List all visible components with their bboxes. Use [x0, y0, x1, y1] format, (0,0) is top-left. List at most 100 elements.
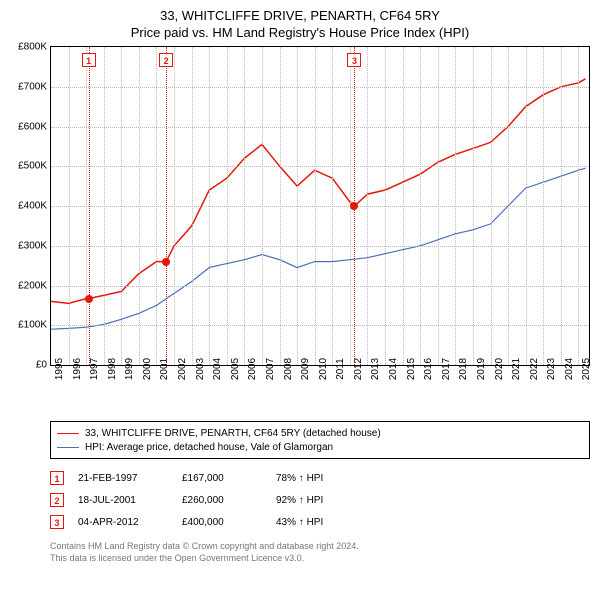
gridline-v [69, 47, 70, 365]
series-line-property [51, 79, 586, 304]
marker-badge: 3 [347, 53, 361, 67]
gridline-v [174, 47, 175, 365]
x-tick-label: 2019 [476, 358, 487, 380]
event-date: 21-FEB-1997 [78, 473, 168, 484]
event-badge: 1 [50, 471, 64, 485]
y-axis: £0£100K£200K£300K£400K£500K£600K£700K£80… [11, 47, 49, 365]
marker-line [89, 47, 90, 365]
events-table: 1 21-FEB-1997 £167,000 78% ↑ HPI 2 18-JUL-200… [50, 467, 590, 533]
marker-badge: 2 [159, 53, 173, 67]
x-tick-label: 2007 [265, 358, 276, 380]
gridline-v [526, 47, 527, 365]
x-tick-label: 2024 [564, 358, 575, 380]
x-tick-label: 2001 [159, 358, 170, 380]
gridline-v [420, 47, 421, 365]
x-tick-label: 2020 [494, 358, 505, 380]
x-tick-label: 2008 [283, 358, 294, 380]
footnote: Contains HM Land Registry data © Crown c… [50, 541, 590, 564]
event-hpi: 92% ↑ HPI [276, 495, 590, 506]
x-tick-label: 2017 [441, 358, 452, 380]
gridline-v [280, 47, 281, 365]
x-tick-label: 2013 [370, 358, 381, 380]
gridline-v [438, 47, 439, 365]
x-tick-label: 2016 [423, 358, 434, 380]
gridline-v [86, 47, 87, 365]
x-tick-label: 2010 [318, 358, 329, 380]
event-date: 18-JUL-2001 [78, 495, 168, 506]
y-tick-label: £0 [36, 360, 47, 371]
gridline-v [139, 47, 140, 365]
y-tick-label: £800K [18, 42, 47, 53]
x-tick-label: 1995 [54, 358, 65, 380]
chart-title: 33, WHITCLIFFE DRIVE, PENARTH, CF64 5RY [10, 8, 590, 23]
x-tick-label: 2009 [300, 358, 311, 380]
gridline-v [455, 47, 456, 365]
event-hpi: 43% ↑ HPI [276, 517, 590, 528]
x-axis: 1995199619971998199920002001200220032004… [51, 365, 589, 420]
gridline-v [385, 47, 386, 365]
event-row: 2 18-JUL-2001 £260,000 92% ↑ HPI [50, 489, 590, 511]
gridline-v [508, 47, 509, 365]
x-tick-label: 2005 [230, 358, 241, 380]
event-row: 3 04-APR-2012 £400,000 43% ↑ HPI [50, 511, 590, 533]
legend-swatch [57, 433, 79, 434]
series-line-hpi [51, 168, 586, 329]
x-tick-label: 1996 [72, 358, 83, 380]
chart-plot-area: £0£100K£200K£300K£400K£500K£600K£700K£80… [50, 46, 590, 366]
y-tick-label: £200K [18, 280, 47, 291]
chart-subtitle: Price paid vs. HM Land Registry's House … [10, 25, 590, 40]
y-tick-label: £600K [18, 121, 47, 132]
x-tick-label: 2006 [247, 358, 258, 380]
event-badge: 3 [50, 515, 64, 529]
y-tick-label: £500K [18, 161, 47, 172]
x-tick-label: 2015 [406, 358, 417, 380]
gridline-v [315, 47, 316, 365]
gridline-v [491, 47, 492, 365]
legend-row: 33, WHITCLIFFE DRIVE, PENARTH, CF64 5RY … [57, 426, 583, 440]
gridline-v [543, 47, 544, 365]
marker-dot [85, 295, 93, 303]
footnote-line: Contains HM Land Registry data © Crown c… [50, 541, 590, 553]
gridline-v [244, 47, 245, 365]
legend-swatch [57, 447, 79, 448]
gridline-v [104, 47, 105, 365]
gridline-v [262, 47, 263, 365]
gridline-v [403, 47, 404, 365]
y-tick-label: £400K [18, 201, 47, 212]
gridline-v [192, 47, 193, 365]
x-tick-label: 1998 [107, 358, 118, 380]
x-tick-label: 2011 [335, 358, 346, 380]
event-row: 1 21-FEB-1997 £167,000 78% ↑ HPI [50, 467, 590, 489]
x-tick-label: 2003 [195, 358, 206, 380]
gridline-v [332, 47, 333, 365]
marker-line [166, 47, 167, 365]
x-tick-label: 2018 [458, 358, 469, 380]
gridline-v [578, 47, 579, 365]
gridline-v [367, 47, 368, 365]
event-price: £260,000 [182, 495, 262, 506]
x-tick-label: 2014 [388, 358, 399, 380]
y-tick-label: £100K [18, 320, 47, 331]
marker-dot [162, 258, 170, 266]
y-tick-label: £700K [18, 81, 47, 92]
event-hpi: 78% ↑ HPI [276, 473, 590, 484]
legend-label: 33, WHITCLIFFE DRIVE, PENARTH, CF64 5RY … [85, 428, 381, 439]
x-tick-label: 2021 [511, 358, 522, 380]
x-tick-label: 2002 [177, 358, 188, 380]
x-tick-label: 1997 [89, 358, 100, 380]
event-price: £400,000 [182, 517, 262, 528]
x-tick-label: 2004 [212, 358, 223, 380]
gridline-v [561, 47, 562, 365]
x-tick-label: 1999 [124, 358, 135, 380]
marker-badge: 1 [82, 53, 96, 67]
event-badge: 2 [50, 493, 64, 507]
gridline-v [473, 47, 474, 365]
y-tick-label: £300K [18, 240, 47, 251]
marker-dot [350, 202, 358, 210]
event-date: 04-APR-2012 [78, 517, 168, 528]
legend-label: HPI: Average price, detached house, Vale… [85, 442, 333, 453]
gridline-v [297, 47, 298, 365]
x-tick-label: 2025 [581, 358, 592, 380]
event-price: £167,000 [182, 473, 262, 484]
gridline-v [156, 47, 157, 365]
